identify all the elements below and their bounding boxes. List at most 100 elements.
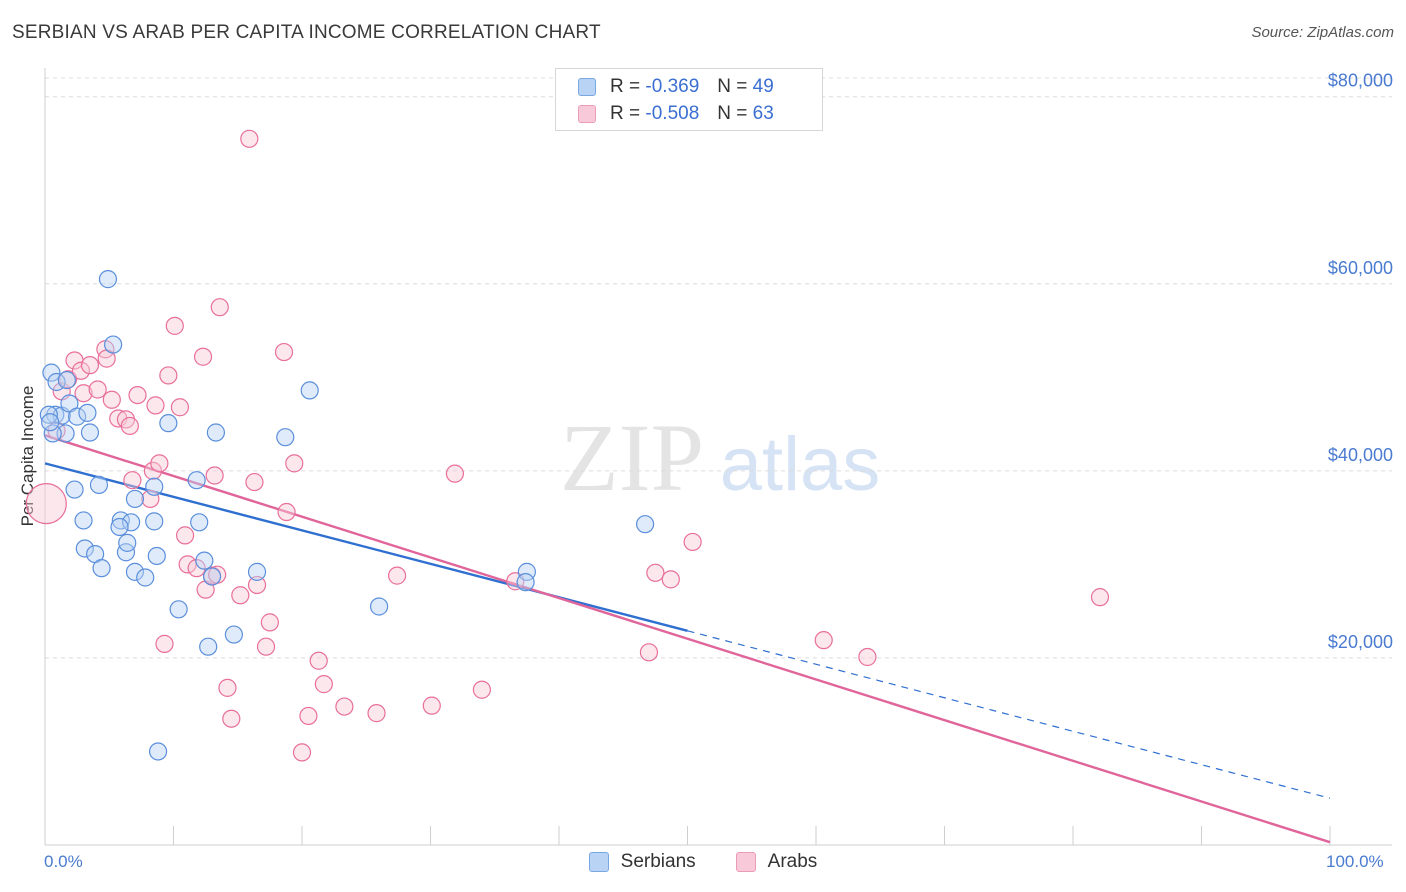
point-serbians xyxy=(224,625,243,644)
chart-title: SERBIAN VS ARAB PER CAPITA INCOME CORREL… xyxy=(12,22,601,43)
point-serbians xyxy=(80,423,100,442)
series-legend: Serbians Arabs xyxy=(0,851,1406,873)
trendline-arabs xyxy=(44,434,1331,844)
point-arabs xyxy=(155,634,174,653)
point-serbians xyxy=(39,405,58,424)
point-arabs xyxy=(102,390,121,409)
point-arabs xyxy=(150,454,169,473)
point-serbians xyxy=(370,597,389,616)
point-arabs xyxy=(277,502,296,522)
point-serbians xyxy=(121,513,141,532)
point-serbians xyxy=(125,489,145,509)
point-arabs xyxy=(661,570,680,589)
watermark-atlas: atlas xyxy=(720,422,881,507)
point-serbians xyxy=(110,517,129,537)
legend-r-label: R = xyxy=(610,76,641,97)
point-serbians xyxy=(206,423,226,442)
point-arabs xyxy=(222,709,241,728)
point-serbians xyxy=(125,562,145,581)
point-arabs xyxy=(274,342,294,362)
legend-swatch-arabs xyxy=(578,105,596,123)
point-arabs xyxy=(292,743,312,762)
legend-label-serbians: Serbians xyxy=(620,851,696,872)
point-serbians xyxy=(276,428,295,447)
point-arabs xyxy=(1090,588,1110,607)
point-serbians xyxy=(104,335,123,354)
point-arabs xyxy=(231,586,250,605)
point-arabs xyxy=(245,472,264,492)
point-arabs xyxy=(472,680,491,699)
point-serbians xyxy=(145,512,164,531)
point-arabs xyxy=(71,361,91,380)
point-arabs xyxy=(146,396,165,415)
point-serbians xyxy=(43,424,62,443)
trendline-extension-serbians xyxy=(687,630,1331,799)
point-arabs xyxy=(74,384,93,403)
x-tick-label-min: 0.0% xyxy=(44,852,83,871)
point-arabs xyxy=(193,347,213,366)
point-arabs xyxy=(314,675,333,694)
source-label: Source: ZipAtlas.com xyxy=(1251,24,1394,41)
point-arabs xyxy=(205,466,224,485)
point-arabs xyxy=(170,398,190,417)
legend-swatch-arabs xyxy=(735,852,756,872)
point-serbians xyxy=(65,480,84,499)
point-serbians xyxy=(116,543,136,562)
legend-swatch-serbians xyxy=(578,78,596,96)
legend-r-label: R = xyxy=(610,103,641,124)
point-serbians xyxy=(148,742,168,761)
legend-label-arabs: Arabs xyxy=(767,851,818,872)
point-arabs xyxy=(59,370,78,389)
point-serbians xyxy=(145,477,164,496)
point-serbians xyxy=(41,413,60,432)
x-tick-label-max: 100.0% xyxy=(1326,852,1384,871)
point-arabs xyxy=(646,563,665,582)
point-serbians xyxy=(75,539,94,558)
point-arabs xyxy=(422,696,441,715)
point-serbians xyxy=(92,559,111,578)
point-arabs xyxy=(80,356,100,375)
point-arabs xyxy=(683,532,702,552)
point-serbians xyxy=(98,270,118,289)
point-serbians xyxy=(74,511,93,530)
legend-row-serbians: R = -0.369 N = 49 xyxy=(578,75,774,99)
y-tick-label: $40,000 xyxy=(1328,445,1393,465)
legend-n-label: N = xyxy=(717,76,748,97)
legend-swatch-serbians xyxy=(588,852,609,872)
point-serbians xyxy=(516,573,535,592)
legend-n-label: N = xyxy=(717,103,748,124)
point-serbians xyxy=(199,637,218,656)
point-arabs xyxy=(187,559,206,578)
point-arabs xyxy=(210,298,229,317)
point-serbians xyxy=(169,600,188,619)
legend-n-value: 49 xyxy=(752,76,774,97)
point-arabs xyxy=(247,575,267,595)
legend-item-serbians[interactable]: Serbians xyxy=(588,851,696,873)
legend-item-arabs[interactable]: Arabs xyxy=(735,851,818,873)
point-serbians xyxy=(56,424,75,443)
point-serbians xyxy=(159,414,178,433)
point-serbians xyxy=(202,567,222,586)
point-arabs xyxy=(240,129,259,148)
point-arabs xyxy=(639,643,659,662)
point-arabs xyxy=(123,471,142,490)
point-arabs xyxy=(858,647,877,667)
point-serbians xyxy=(118,533,137,552)
point-serbians xyxy=(187,471,206,490)
point-arabs xyxy=(88,380,107,399)
point-serbians xyxy=(635,515,655,534)
point-serbians xyxy=(190,513,209,532)
point-arabs xyxy=(814,631,833,650)
point-arabs xyxy=(367,704,386,723)
legend-r-value: -0.508 xyxy=(645,103,700,124)
point-serbians xyxy=(78,403,97,422)
trendline-serbians xyxy=(44,462,688,632)
stats-legend: R = -0.369 N = 49 R = -0.508 N = 63 xyxy=(555,68,823,131)
point-arabs xyxy=(335,697,354,716)
point-arabs xyxy=(299,706,318,726)
point-arabs xyxy=(120,416,139,436)
point-serbians xyxy=(68,407,87,426)
legend-n-value: 63 xyxy=(752,103,774,124)
point-arabs xyxy=(165,316,184,335)
